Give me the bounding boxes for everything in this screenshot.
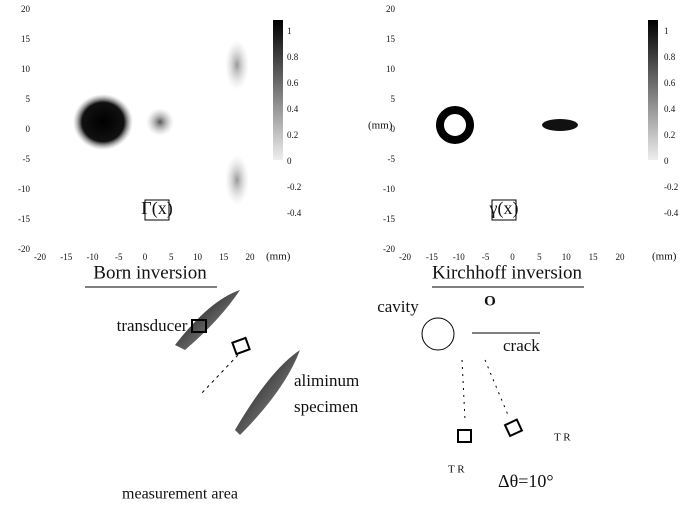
- y-tick-label: 10: [386, 64, 396, 74]
- specimen-label: specimen: [294, 397, 359, 416]
- transducer-icon: [458, 430, 471, 442]
- x-tick-label: 5: [537, 252, 542, 262]
- cavity-circle: [422, 318, 454, 350]
- crack-label: crack: [503, 336, 540, 355]
- y-tick-label: 0: [391, 124, 396, 134]
- x-tick-label: 15: [589, 252, 599, 262]
- angle-label: Δθ=10°: [498, 471, 554, 491]
- caption: Kirchhoff inversion: [432, 262, 583, 283]
- colorbar-tick-label: -0.4: [287, 208, 302, 218]
- caption: measurement area: [122, 486, 238, 503]
- colorbar: [273, 20, 283, 160]
- y-tick-label: -15: [383, 214, 395, 224]
- y-tick-label: 10: [21, 64, 31, 74]
- x-tick-label: 20: [616, 252, 626, 262]
- colorbar-tick-label: 0: [287, 156, 292, 166]
- colorbar-tick-label: 0.4: [664, 104, 676, 114]
- y-tick-label: 5: [391, 94, 396, 104]
- figure: Γ(x) Born inversion (mm) γ(x) Kirchhoff …: [0, 0, 692, 508]
- cavity-image: [440, 110, 470, 140]
- colorbar-tick-label: -0.2: [287, 182, 301, 192]
- y-tick-label: 20: [386, 4, 396, 14]
- colorbar-tick-label: 0.4: [287, 104, 299, 114]
- y-tick-label: -5: [388, 154, 396, 164]
- y-tick-label: 0: [26, 124, 31, 134]
- colorbar-tick-label: 0.8: [287, 52, 299, 62]
- origin-label: O: [484, 293, 496, 309]
- transducer-icon: [232, 338, 249, 354]
- colorbar-tick-label: 0.2: [287, 130, 298, 140]
- y-tick-label: -10: [18, 184, 30, 194]
- cavity-label: cavity: [377, 297, 419, 316]
- colorbar-tick-label: 1: [287, 26, 292, 36]
- colorbar-tick-label: 1: [664, 26, 669, 36]
- transducer-icon: [505, 420, 522, 436]
- function-label: γ(x): [489, 198, 519, 219]
- x-tick-label: 5: [169, 252, 174, 262]
- y-tick-label: -15: [18, 214, 30, 224]
- x-tick-label: -15: [60, 252, 72, 262]
- specimen-shape: [235, 350, 300, 435]
- colorbar-tick-label: -0.2: [664, 182, 678, 192]
- x-tick-label: -15: [426, 252, 438, 262]
- beam-path: [200, 355, 238, 395]
- y-tick-label: -10: [383, 184, 395, 194]
- x-tick-label: -10: [87, 252, 99, 262]
- x-unit: (mm): [266, 251, 291, 263]
- caption: Born inversion: [93, 262, 207, 283]
- y-tick-label: 15: [21, 34, 31, 44]
- colorbar: [648, 20, 658, 160]
- y-unit: (mm): [368, 120, 393, 132]
- beam-path: [462, 360, 465, 420]
- colorbar-tick-label: 0.2: [664, 130, 675, 140]
- x-tick-label: -5: [115, 252, 123, 262]
- scatter-blob: [225, 40, 249, 90]
- scatter-blob: [146, 108, 174, 136]
- x-tick-label: -20: [34, 252, 46, 262]
- x-tick-label: 0: [143, 252, 148, 262]
- x-unit: (mm): [652, 251, 677, 263]
- y-tick-label: -20: [383, 244, 395, 254]
- function-label: Γ(x): [141, 198, 172, 219]
- colorbar-tick-label: 0.8: [664, 52, 676, 62]
- x-tick-label: 0: [510, 252, 515, 262]
- colorbar-tick-label: 0.6: [664, 78, 676, 88]
- y-tick-label: -20: [18, 244, 30, 254]
- colorbar-tick-label: -0.4: [664, 208, 679, 218]
- y-tick-label: 15: [386, 34, 396, 44]
- x-tick-label: -10: [453, 252, 465, 262]
- y-tick-label: 5: [26, 94, 31, 104]
- x-tick-label: 15: [219, 252, 229, 262]
- x-tick-label: 10: [562, 252, 572, 262]
- transducer-label: transducer: [117, 316, 188, 335]
- crack-image: [542, 119, 578, 131]
- tr-label: T R: [554, 432, 571, 444]
- x-tick-label: 10: [193, 252, 203, 262]
- specimen-label: aliminum: [294, 371, 359, 390]
- x-tick-label: 20: [246, 252, 256, 262]
- colorbar-tick-label: 0: [664, 156, 669, 166]
- y-tick-label: 20: [21, 4, 31, 14]
- x-tick-label: -5: [482, 252, 490, 262]
- beam-path: [485, 360, 508, 415]
- x-tick-label: -20: [399, 252, 411, 262]
- tr-label: T R: [448, 464, 465, 476]
- scatter-blob: [225, 155, 249, 205]
- scatter-blob: [73, 94, 133, 150]
- colorbar-tick-label: 0.6: [287, 78, 299, 88]
- y-tick-label: -5: [23, 154, 31, 164]
